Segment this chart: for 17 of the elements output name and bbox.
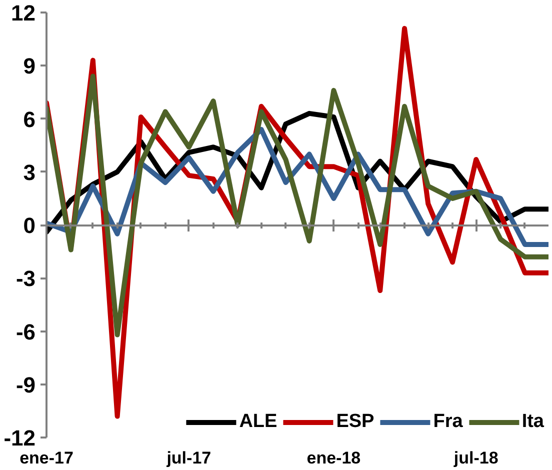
x-tick-label: ene-17 — [20, 448, 74, 468]
y-tick-label: -3 — [16, 266, 36, 292]
x-tick-label: jul-17 — [166, 448, 212, 468]
legend-label: ESP — [336, 411, 374, 433]
legend-label: Fra — [433, 411, 463, 433]
y-tick-label: -12 — [4, 426, 36, 450]
legend-label: Ita — [522, 411, 544, 433]
legend-label: ALE — [239, 411, 278, 433]
y-tick-label: 3 — [23, 160, 36, 185]
y-tick-label: 9 — [23, 54, 36, 79]
y-tick-label: 0 — [23, 213, 36, 238]
x-tick-label: ene-18 — [306, 448, 361, 468]
y-tick-label: -9 — [16, 372, 36, 398]
x-tick-label: jul-18 — [452, 448, 498, 468]
y-tick-label: -6 — [16, 319, 36, 344]
y-tick-label: 12 — [11, 0, 36, 26]
y-tick-label: 6 — [23, 106, 36, 132]
